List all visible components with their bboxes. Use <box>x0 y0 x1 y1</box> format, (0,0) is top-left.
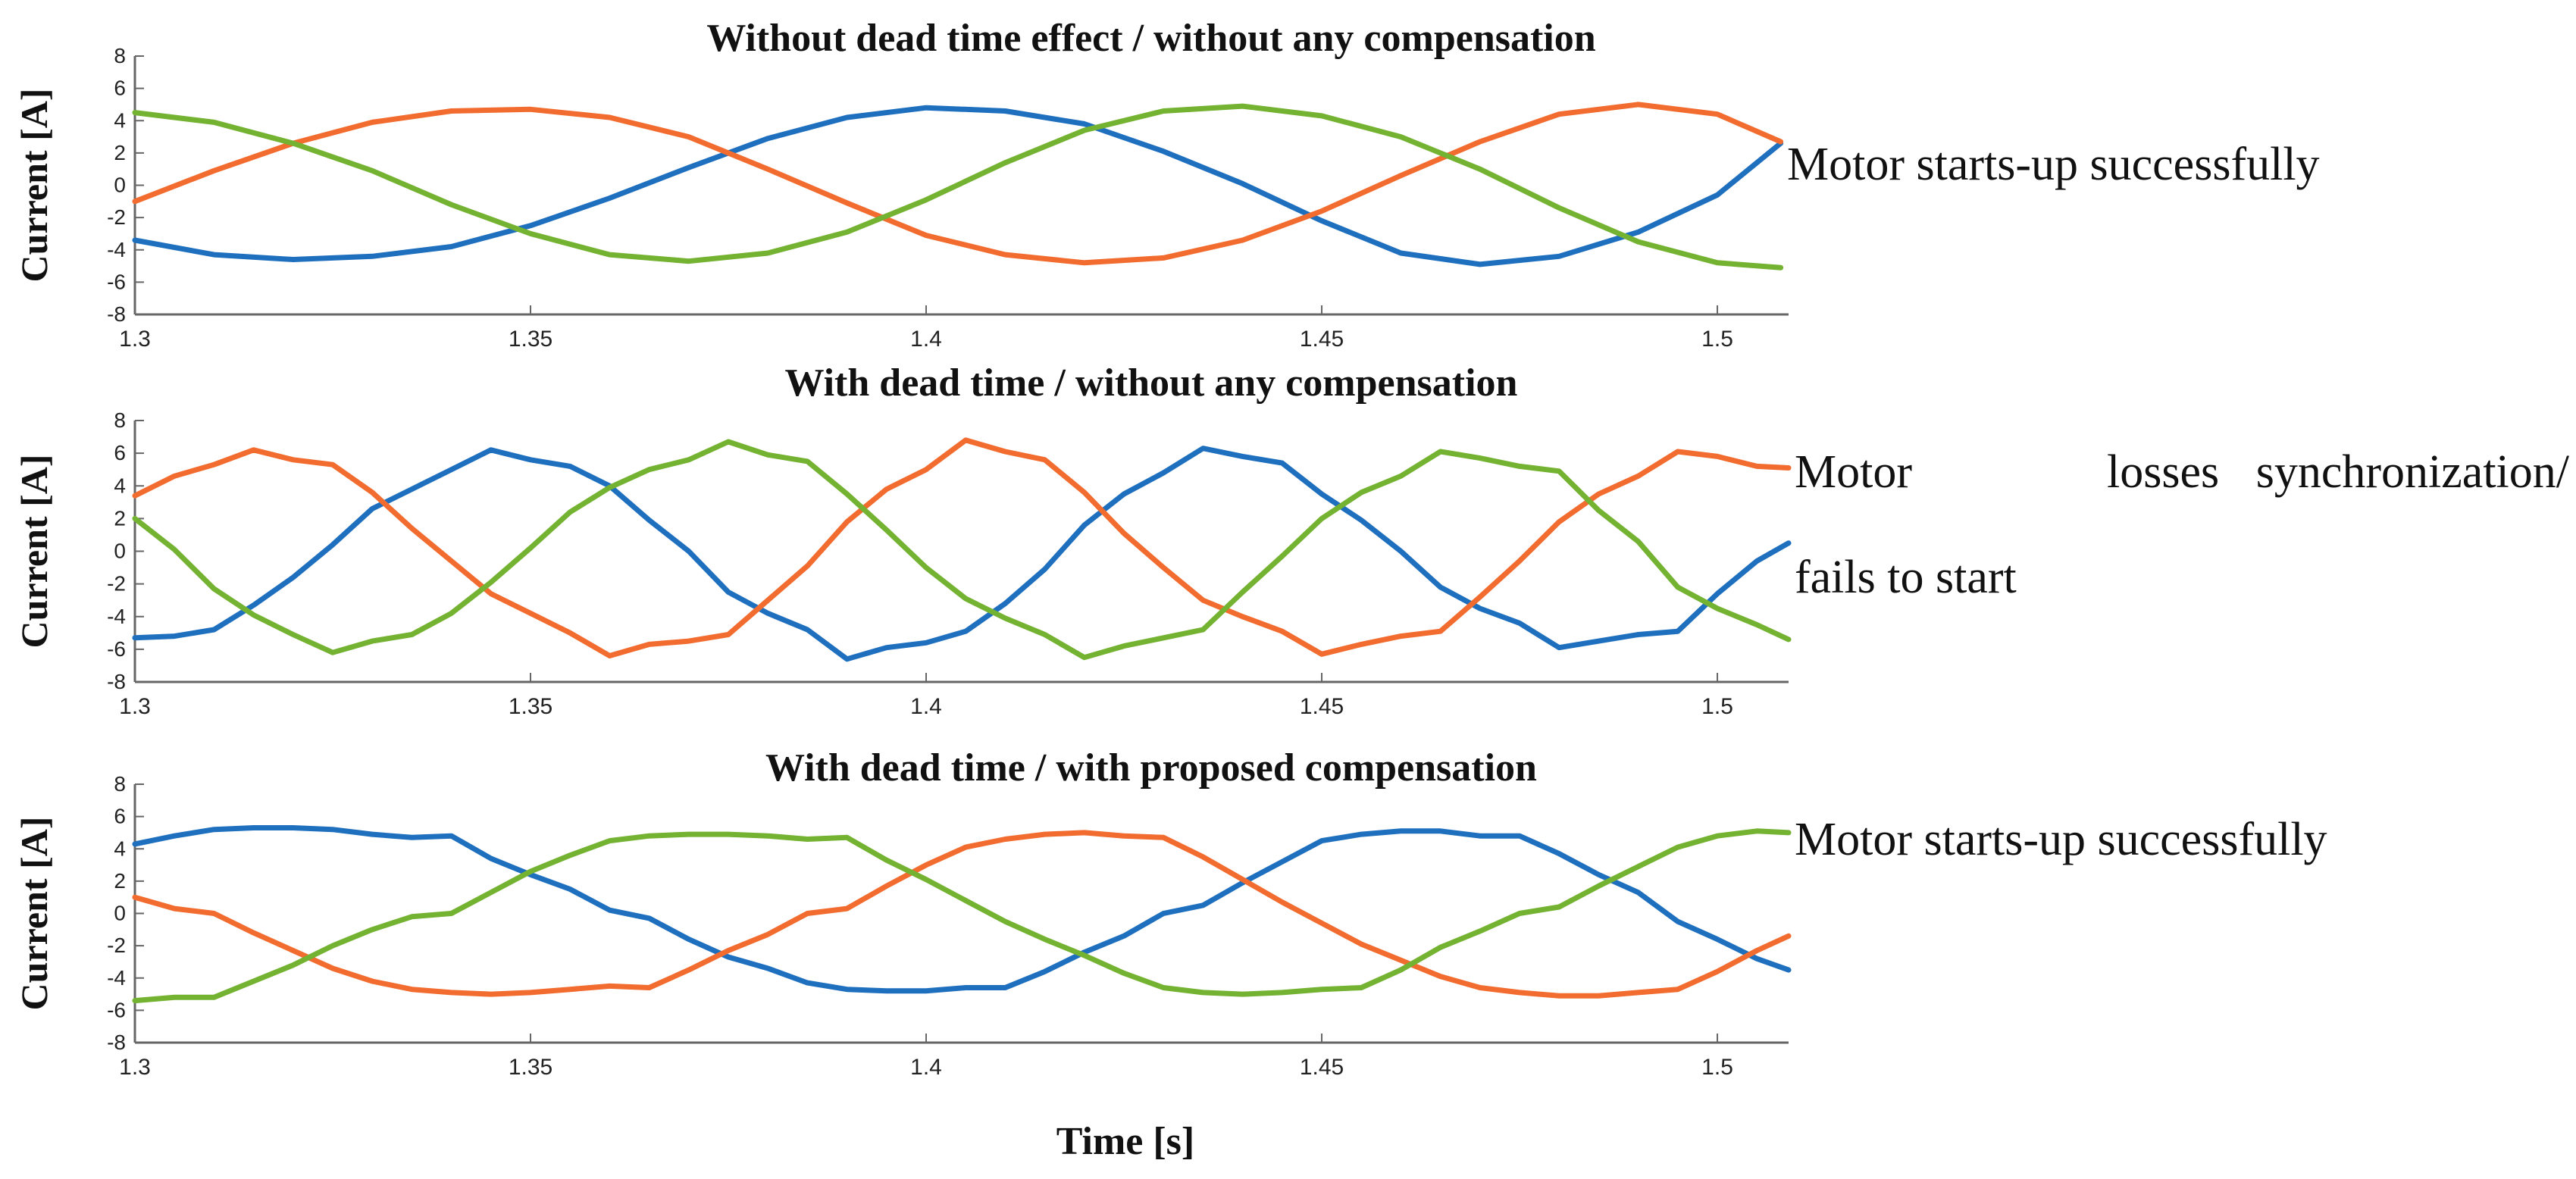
y-tick-label: 2 <box>114 869 126 893</box>
annotation-word: Motor <box>1795 446 1912 498</box>
y-tick-label: 2 <box>114 506 126 530</box>
y-tick-label: 8 <box>114 44 126 67</box>
y-tick-label: 2 <box>114 141 126 164</box>
x-tick-label: 1.4 <box>910 327 942 352</box>
y-tick-label: -4 <box>107 966 126 990</box>
y-tick-label: -4 <box>107 605 126 628</box>
y-tick-label: 6 <box>114 805 126 828</box>
y-tick-label: 0 <box>114 902 126 925</box>
annotation-panel-3: Motor starts-up successfully <box>1795 814 2327 865</box>
x-tick-label: 1.45 <box>1300 327 1344 352</box>
y-tick-label: 0 <box>114 174 126 197</box>
panel-title: With dead time / with proposed compensat… <box>765 746 1537 790</box>
series-line-phase-orange <box>132 437 1792 658</box>
y-tick-label: -2 <box>107 205 126 229</box>
x-tick-label: 1.5 <box>1701 1055 1733 1080</box>
y-tick-label: 0 <box>114 539 126 563</box>
x-tick-label: 1.3 <box>119 327 151 352</box>
y-axis-label: Current [A] <box>13 455 55 649</box>
annotation-word: losses <box>2107 446 2219 498</box>
panel-no-dead-time: Without dead time effect / without any c… <box>13 17 1789 352</box>
y-axis-label: Current [A] <box>13 89 55 283</box>
panel-dead-time-with-compensation: With dead time / with proposed compensat… <box>13 746 1792 1080</box>
x-tick-label: 1.35 <box>509 694 552 719</box>
y-tick-label: -8 <box>107 1030 126 1054</box>
series-line-phase-green <box>132 439 1792 661</box>
y-tick-label: 4 <box>114 837 126 860</box>
annotation-panel-1: Motor starts-up successfully <box>1787 139 2320 190</box>
annotation-panel-2-line-2: fails to start <box>1795 552 2017 603</box>
y-tick-label: -4 <box>107 238 126 261</box>
x-tick-label: 1.35 <box>509 1055 552 1080</box>
y-axis-label: Current [A] <box>13 817 55 1011</box>
series-line-phase-blue <box>132 105 1784 267</box>
x-tick-label: 1.4 <box>910 694 942 719</box>
x-tick-label: 1.35 <box>509 327 552 352</box>
y-tick-label: -2 <box>107 934 126 957</box>
x-tick-label: 1.4 <box>910 1055 942 1080</box>
series-line-phase-blue <box>132 825 1792 994</box>
y-tick-label: 6 <box>114 77 126 100</box>
panel-title: With dead time / without any compensatio… <box>785 361 1518 405</box>
y-tick-label: 4 <box>114 108 126 132</box>
series-line-phase-green <box>132 828 1792 1004</box>
series-line-phase-orange <box>132 102 1784 266</box>
shared-x-axis-label: Time [s] <box>1056 1120 1194 1163</box>
annotation-panel-2-line-1: Motor losses synchronization/ <box>1795 446 2570 498</box>
y-tick-label: -8 <box>107 302 126 326</box>
x-tick-label: 1.45 <box>1300 694 1344 719</box>
y-tick-label: -6 <box>107 270 126 293</box>
y-tick-label: 8 <box>114 772 126 796</box>
series-line-phase-blue <box>132 446 1792 662</box>
y-tick-label: 8 <box>114 408 126 432</box>
y-tick-label: -6 <box>107 637 126 661</box>
x-tick-label: 1.3 <box>119 1055 151 1080</box>
x-tick-label: 1.5 <box>1701 694 1733 719</box>
x-tick-label: 1.5 <box>1701 327 1733 352</box>
y-tick-label: -2 <box>107 572 126 596</box>
y-tick-label: 6 <box>114 441 126 464</box>
series-line-phase-green <box>132 103 1784 271</box>
y-tick-label: -8 <box>107 670 126 693</box>
y-tick-label: 4 <box>114 474 126 497</box>
panel-dead-time-no-compensation: With dead time / without any compensatio… <box>13 361 1792 719</box>
annotation-word: synchronization/ <box>2256 446 2570 498</box>
x-tick-label: 1.45 <box>1300 1055 1344 1080</box>
panel-title: Without dead time effect / without any c… <box>706 17 1595 60</box>
y-tick-label: -6 <box>107 998 126 1021</box>
series-line-phase-orange <box>132 830 1792 999</box>
x-tick-label: 1.3 <box>119 694 151 719</box>
